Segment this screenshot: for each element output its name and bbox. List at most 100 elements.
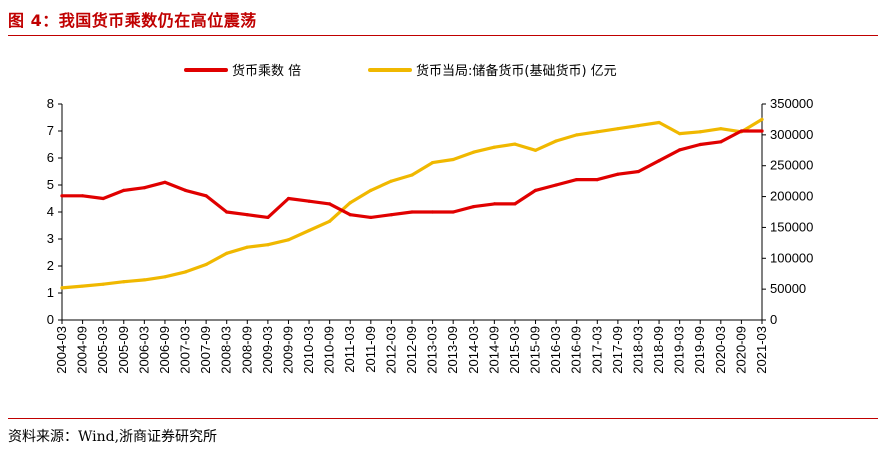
left-y-tick-label: 8 <box>47 96 54 111</box>
source-divider <box>8 418 878 419</box>
data-point-reserve-money <box>595 130 599 134</box>
data-point-money-multiplier <box>430 210 435 214</box>
data-point-money-multiplier <box>204 194 208 198</box>
left-y-tick-label: 5 <box>47 177 54 192</box>
figure-title: 图 4：我国货币乘数仍在高位震荡 <box>8 11 257 30</box>
x-tick-label: 2010-09 <box>322 326 337 374</box>
left-y-tick-label: 1 <box>47 285 54 300</box>
x-tick-label: 2010-03 <box>301 326 316 374</box>
x-tick-label: 2014-03 <box>466 326 481 374</box>
x-tick-label: 2011-09 <box>363 326 378 373</box>
x-tick-label: 2014-09 <box>486 326 501 374</box>
legend-label: 货币当局:储备货币(基础货币) 亿元 <box>416 63 617 79</box>
right-y-tick-label: 100000 <box>770 250 813 265</box>
x-tick-label: 2007-09 <box>198 326 213 374</box>
data-point-money-multiplier <box>142 186 146 190</box>
data-point-money-multiplier <box>307 199 311 203</box>
x-tick-label: 2017-09 <box>610 326 625 374</box>
data-point-money-multiplier <box>348 213 352 217</box>
left-y-tick-label: 3 <box>47 231 54 246</box>
data-point-reserve-money <box>678 132 682 136</box>
data-point-reserve-money <box>492 145 496 149</box>
data-point-reserve-money <box>266 243 270 247</box>
left-y-tick-label: 7 <box>47 123 54 138</box>
data-point-reserve-money <box>245 245 249 249</box>
x-tick-label: 2006-03 <box>136 326 151 374</box>
x-tick-label: 2005-03 <box>95 326 110 374</box>
x-tick-label: 2013-03 <box>425 326 440 374</box>
x-tick-label: 2012-03 <box>383 326 398 374</box>
data-point-money-multiplier <box>760 129 764 133</box>
data-point-money-multiplier <box>101 196 105 201</box>
data-point-money-multiplier <box>163 180 167 184</box>
data-point-money-multiplier <box>410 210 414 214</box>
x-tick-label: 2009-03 <box>260 326 275 374</box>
x-tick-label: 2013-09 <box>445 326 460 374</box>
x-tick-label: 2015-09 <box>528 326 543 374</box>
data-point-reserve-money <box>122 280 126 284</box>
data-point-reserve-money <box>575 133 579 137</box>
data-point-money-multiplier <box>678 148 682 152</box>
x-tick-label: 2018-09 <box>651 326 666 374</box>
data-point-reserve-money <box>513 142 517 146</box>
data-point-money-multiplier <box>60 194 64 198</box>
data-point-reserve-money <box>307 228 311 233</box>
right-y-tick-label: 0 <box>770 312 777 327</box>
data-point-money-multiplier <box>245 213 249 217</box>
data-point-reserve-money <box>719 127 723 131</box>
x-tick-label: 2005-09 <box>116 326 131 374</box>
x-tick-label: 2004-09 <box>75 326 90 374</box>
left-y-tick-label: 4 <box>47 204 54 219</box>
left-y-tick-label: 6 <box>47 150 54 165</box>
right-y-tick-label: 150000 <box>770 219 813 234</box>
data-point-reserve-money <box>636 124 641 128</box>
data-point-reserve-money <box>698 130 702 134</box>
x-tick-label: 2006-09 <box>157 326 172 374</box>
data-point-reserve-money <box>369 188 373 192</box>
right-y-tick-label: 250000 <box>770 158 813 173</box>
data-point-reserve-money <box>410 173 414 177</box>
data-point-money-multiplier <box>183 188 188 192</box>
x-tick-label: 2015-03 <box>507 326 522 374</box>
left-y-tick-label: 2 <box>47 258 54 273</box>
plot-area: 0 1 2 3 4 5 6 7 8 0 50000 100000 150000 200000 250000 3… <box>47 63 814 374</box>
data-point-reserve-money <box>451 157 455 162</box>
data-point-money-multiplier <box>739 129 744 133</box>
data-point-money-multiplier <box>122 188 126 192</box>
source-note: 资料来源：Wind,浙商证券研究所 <box>8 429 218 445</box>
x-tick-label: 2020-09 <box>733 326 748 374</box>
x-tick-label: 2011-03 <box>342 326 357 373</box>
data-point-money-multiplier <box>286 196 291 201</box>
data-point-reserve-money <box>60 286 64 290</box>
x-tick-label: 2019-03 <box>672 326 687 374</box>
data-point-money-multiplier <box>492 202 496 206</box>
right-y-tick-label: 200000 <box>770 189 813 204</box>
x-tick-label: 2016-03 <box>548 326 563 374</box>
x-tick-label: 2019-09 <box>692 326 707 374</box>
data-point-money-multiplier <box>266 215 270 219</box>
data-point-money-multiplier <box>513 202 517 206</box>
data-point-money-multiplier <box>554 183 558 187</box>
series-line-reserve-money <box>60 117 764 290</box>
x-tick-label: 2008-03 <box>219 326 234 374</box>
data-point-reserve-money <box>657 120 661 125</box>
data-point-money-multiplier <box>533 188 538 192</box>
right-y-tick-label: 350000 <box>770 96 813 111</box>
data-point-money-multiplier <box>575 178 579 182</box>
data-point-money-multiplier <box>389 213 394 217</box>
data-point-reserve-money <box>389 179 394 183</box>
legend-label: 货币乘数 倍 <box>232 63 301 79</box>
x-tick-label: 2008-09 <box>239 326 254 374</box>
title-divider <box>8 35 878 36</box>
data-point-money-multiplier <box>616 172 620 176</box>
data-point-money-multiplier <box>595 178 599 182</box>
data-point-money-multiplier <box>369 215 373 219</box>
data-point-reserve-money <box>616 127 620 131</box>
data-point-money-multiplier <box>636 169 641 174</box>
data-point-reserve-money <box>163 275 167 279</box>
x-tick-label: 2018-03 <box>630 326 645 374</box>
data-point-reserve-money <box>348 201 352 205</box>
data-point-reserve-money <box>430 161 435 165</box>
data-point-reserve-money <box>225 251 229 255</box>
